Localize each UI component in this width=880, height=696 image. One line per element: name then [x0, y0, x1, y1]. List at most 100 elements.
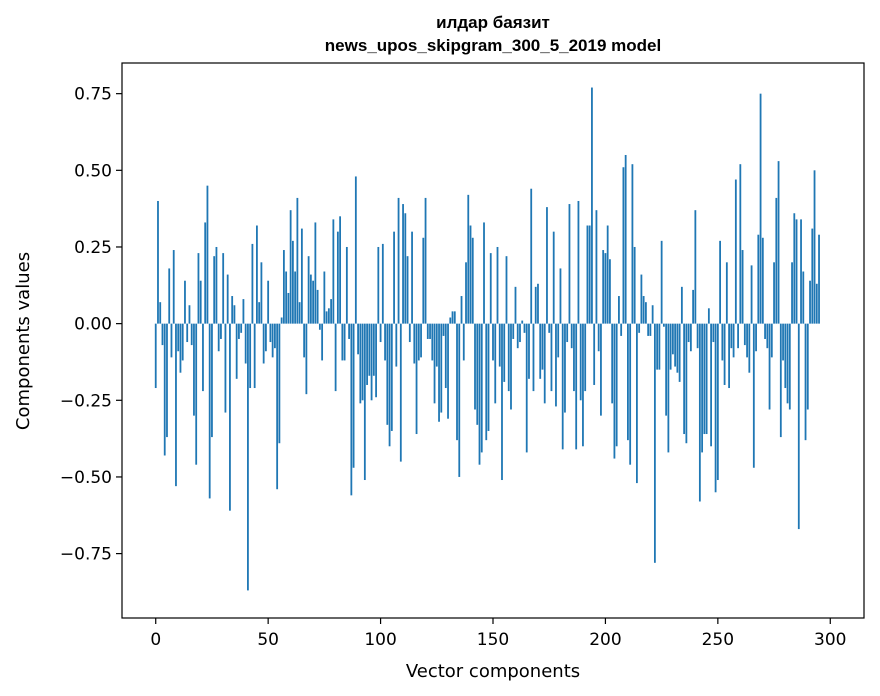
bar-264 — [748, 323, 751, 373]
bar-89 — [354, 176, 357, 324]
y-tick-label: −0.50 — [60, 468, 112, 488]
bar-132 — [451, 311, 454, 324]
bar-43 — [251, 243, 254, 324]
bar-51 — [269, 323, 272, 343]
bar-45 — [256, 225, 258, 324]
bar-150 — [492, 323, 494, 361]
bar-88 — [352, 323, 355, 468]
bar-54 — [276, 323, 279, 490]
bar-166 — [528, 323, 530, 379]
bar-92 — [361, 323, 364, 401]
bar-77 — [327, 308, 330, 324]
bar-82 — [339, 216, 341, 324]
bar-282 — [788, 323, 791, 410]
bar-119 — [422, 237, 425, 324]
bar-165 — [525, 323, 528, 453]
bar-292 — [811, 228, 814, 324]
bar-253 — [723, 323, 726, 385]
y-tick-label: −0.75 — [60, 545, 112, 565]
bar-100 — [379, 323, 382, 343]
bar-7 — [170, 323, 173, 358]
bar-19 — [197, 253, 200, 324]
bar-78 — [330, 299, 333, 324]
bar-58 — [285, 271, 288, 324]
bar-121 — [426, 323, 429, 339]
bar-269 — [759, 93, 762, 324]
bar-255 — [728, 323, 730, 389]
bar-215 — [638, 323, 641, 333]
x-tick-label: 150 — [477, 630, 509, 650]
bar-40 — [244, 323, 247, 364]
bar-199 — [602, 250, 605, 324]
bar-47 — [260, 262, 263, 324]
y-tick-label: 0.00 — [74, 315, 112, 335]
bar-138 — [465, 262, 467, 324]
bar-81 — [336, 231, 339, 324]
bar-153 — [498, 323, 501, 367]
bar-109 — [399, 323, 402, 462]
bar-222 — [653, 323, 656, 563]
bar-110 — [402, 204, 404, 324]
bar-163 — [521, 320, 524, 324]
y-tick-label: 0.75 — [74, 85, 112, 105]
bar-104 — [388, 323, 391, 447]
bar-273 — [768, 323, 771, 410]
bar-99 — [377, 246, 380, 324]
bar-139 — [467, 194, 470, 324]
bar-151 — [494, 323, 497, 404]
bar-275 — [773, 262, 775, 324]
bar-56 — [280, 317, 283, 324]
bar-21 — [202, 323, 204, 392]
bar-213 — [633, 246, 636, 324]
bar-218 — [645, 302, 647, 324]
bar-25 — [211, 323, 213, 438]
bar-194 — [591, 87, 593, 324]
bar-146 — [483, 222, 485, 324]
bar-14 — [186, 323, 189, 343]
bar-148 — [487, 323, 490, 431]
bar-162 — [519, 323, 521, 343]
bar-167 — [530, 188, 533, 324]
bar-203 — [611, 323, 614, 404]
bar-294 — [815, 283, 818, 324]
bar-208 — [622, 167, 625, 324]
bar-111 — [404, 213, 407, 324]
bar-169 — [534, 286, 537, 324]
bar-224 — [658, 323, 661, 370]
bar-254 — [725, 262, 728, 324]
bar-145 — [480, 323, 483, 453]
bar-158 — [510, 323, 512, 410]
bar-236 — [685, 323, 688, 444]
bar-259 — [737, 323, 739, 349]
bar-233 — [678, 323, 681, 382]
bar-238 — [689, 323, 692, 352]
bar-178 — [555, 323, 557, 407]
bar-141 — [471, 237, 474, 324]
bar-281 — [786, 323, 789, 404]
bar-38 — [240, 323, 243, 333]
bar-22 — [204, 222, 207, 324]
bar-135 — [458, 323, 461, 477]
x-tick-label: 300 — [814, 630, 846, 650]
bar-116 — [415, 323, 418, 435]
bar-242 — [698, 323, 701, 502]
bar-237 — [687, 323, 690, 343]
bar-220 — [649, 323, 652, 336]
bar-247 — [710, 323, 712, 447]
bar-252 — [721, 323, 724, 361]
bar-235 — [683, 323, 686, 435]
bar-16 — [190, 323, 193, 346]
bar-251 — [719, 240, 721, 324]
chart-subtitle: news_upos_skipgram_300_5_2019 model — [325, 36, 661, 55]
bar-122 — [429, 323, 431, 339]
bar-185 — [570, 323, 573, 349]
x-axis-label: Vector components — [406, 661, 580, 682]
y-tick-label: 0.25 — [74, 238, 112, 258]
bar-131 — [449, 317, 452, 324]
bar-288 — [802, 271, 805, 324]
bar-44 — [253, 323, 256, 389]
bar-274 — [770, 323, 773, 358]
bar-41 — [247, 323, 249, 591]
